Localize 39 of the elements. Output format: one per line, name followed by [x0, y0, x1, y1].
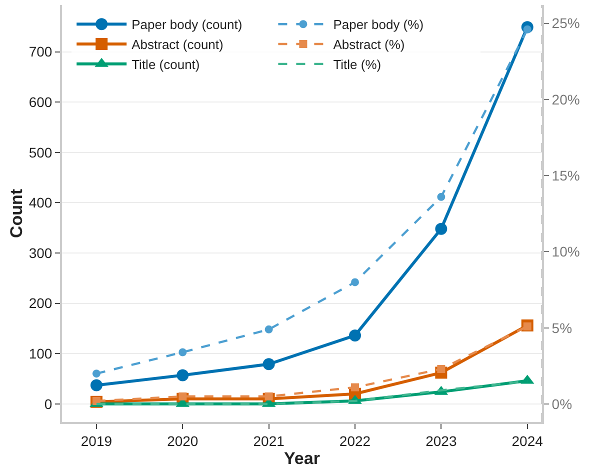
- point: [349, 329, 361, 342]
- point: [262, 358, 275, 370]
- x-tick-label: 2020: [167, 432, 198, 449]
- y2-tick-label: 0%: [552, 396, 572, 412]
- x-axis-title: Year: [284, 448, 320, 468]
- x-tick-label: 2022: [339, 432, 371, 449]
- x-tick-label: 2021: [253, 432, 285, 449]
- y2-tick-label: 20%: [552, 91, 580, 108]
- legend-label: Paper body (%): [333, 17, 424, 32]
- point: [435, 222, 448, 235]
- y-tick-label: 0: [44, 396, 52, 412]
- y-tick-label: 100: [28, 345, 52, 362]
- point: [264, 325, 273, 334]
- y-tick-label: 700: [28, 44, 52, 60]
- y-tick-label: 600: [28, 94, 52, 110]
- legend-label: Title (%): [333, 56, 382, 72]
- point: [178, 348, 187, 356]
- legend-label: Paper body (count): [132, 17, 242, 32]
- legend-label: Abstract (count): [132, 37, 224, 52]
- y2-tick-label: 25%: [552, 15, 580, 32]
- y2-tick-label: 10%: [552, 244, 580, 260]
- point: [92, 370, 100, 378]
- y2-tick-label: 15%: [552, 167, 580, 184]
- y-tick-label: 200: [28, 295, 52, 312]
- point: [351, 278, 359, 286]
- point: [176, 369, 189, 382]
- legend-label: Title (count): [132, 56, 200, 72]
- y-axis-title: Count: [6, 188, 26, 238]
- x-tick-label: 2019: [80, 432, 112, 449]
- y-tick-label: 400: [28, 194, 52, 211]
- y-tick-label: 300: [28, 244, 52, 261]
- legend-label: Abstract (%): [333, 37, 405, 52]
- x-tick-label: 2024: [512, 432, 544, 449]
- point: [351, 383, 359, 392]
- x-tick-label: 2023: [426, 432, 457, 449]
- y2-tick-label: 5%: [552, 320, 572, 336]
- point: [90, 379, 102, 392]
- point: [437, 192, 446, 201]
- y-tick-label: 500: [28, 144, 52, 160]
